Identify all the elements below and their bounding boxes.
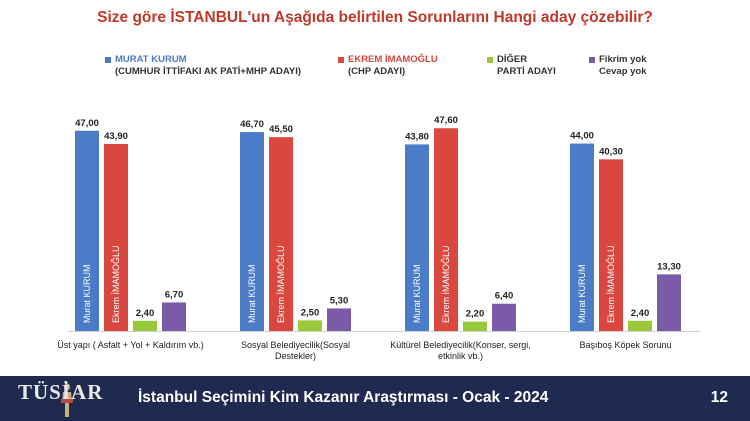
legend-swatch <box>338 57 344 63</box>
tusiar-logo-icon <box>61 383 73 417</box>
bar <box>133 320 157 331</box>
bar-inner-label: Murat KURUM <box>577 264 587 323</box>
legend-item: EKREM İMAMOĞLU (CHP ADAYI) <box>338 54 438 78</box>
data-label: 6,70 <box>165 289 184 300</box>
bar <box>463 321 487 331</box>
data-label: 2,50 <box>301 307 320 318</box>
data-label: 5,30 <box>330 295 349 306</box>
legend-item: DİĞER PARTİ ADAYI <box>487 54 556 78</box>
data-label: 43,80 <box>405 131 429 142</box>
data-label: 46,70 <box>240 119 264 130</box>
chart-title: Size göre İSTANBUL'un Aşağıda belirtilen… <box>97 9 653 26</box>
data-label: 2,20 <box>466 309 485 320</box>
data-label: 43,90 <box>104 131 128 142</box>
bar-inner-label: Murat KURUM <box>82 264 92 323</box>
data-label: 44,00 <box>570 131 594 142</box>
category-label: Üst yapı ( Asfalt + Yol + Kaldırım vb.) <box>57 340 204 350</box>
bar-inner-label: Ekrem İMAMOĞLU <box>441 245 451 323</box>
footer-title: İstanbul Seçimini Kim Kazanır Araştırmas… <box>138 389 549 406</box>
bar <box>570 143 594 331</box>
data-label: 40,30 <box>599 146 623 157</box>
legend-label: MURAT KURUM (CUMHUR İTTİFAKI AK PATİ+MHP … <box>115 54 302 77</box>
category-label: Kültürel Belediyecilik(Konser, sergi, <box>390 340 531 350</box>
data-label: 2,40 <box>631 308 650 319</box>
bar-inner-label: Ekrem İMAMOĞLU <box>606 245 616 323</box>
bar <box>269 137 293 331</box>
legend-item: Fikrim yok Cevap yok <box>589 54 647 78</box>
bar <box>405 144 429 331</box>
bar-inner-label: Murat KURUM <box>247 264 257 323</box>
category-label: etkinlik vb.) <box>438 351 483 361</box>
legend-label: DİĞER PARTİ ADAYI <box>497 54 556 77</box>
bar <box>162 302 186 331</box>
legend-swatch <box>589 57 595 63</box>
legend-swatch <box>105 57 111 63</box>
bar-inner-label: Ekrem İMAMOĞLU <box>276 245 286 323</box>
bar <box>240 132 264 331</box>
bar <box>327 308 351 331</box>
data-label: 2,40 <box>136 308 155 319</box>
legend-swatch <box>487 57 493 63</box>
category-label: Başıboş Köpek Sorunu <box>579 340 671 350</box>
legend-label: EKREM İMAMOĞLU (CHP ADAYI) <box>348 54 438 77</box>
legend-item: MURAT KURUM (CUMHUR İTTİFAKI AK PATİ+MHP … <box>105 54 301 78</box>
bar-inner-label: Ekrem İMAMOĞLU <box>111 245 121 323</box>
bar <box>599 159 623 331</box>
data-label: 47,00 <box>75 118 99 129</box>
bar <box>298 320 322 331</box>
bar-chart: 47,00 Murat KURUM 43,90 Ekrem İMAMOĞLU 2,40 6… <box>57 115 700 361</box>
bar <box>104 143 128 331</box>
footer-bar: TÜSİAR İstanbul Seçimini Kim Kazanır Ara… <box>0 376 750 421</box>
logo-text: TÜSİAR <box>18 380 104 404</box>
page-number: 12 <box>710 389 728 406</box>
data-label: 6,40 <box>495 291 514 302</box>
bar <box>657 274 681 331</box>
category-label: Sosyal Belediyecilik(Sosyal <box>241 340 350 350</box>
legend-label: Fikrim yok Cevap yok <box>599 54 647 77</box>
bar <box>628 320 652 331</box>
bar-inner-label: Murat KURUM <box>412 264 422 323</box>
bar <box>434 128 458 331</box>
category-label: Destekler) <box>275 351 316 361</box>
bar <box>75 130 99 331</box>
data-label: 13,30 <box>657 261 681 272</box>
data-label: 47,60 <box>434 115 458 126</box>
bar <box>492 303 516 331</box>
data-label: 45,50 <box>269 124 293 135</box>
